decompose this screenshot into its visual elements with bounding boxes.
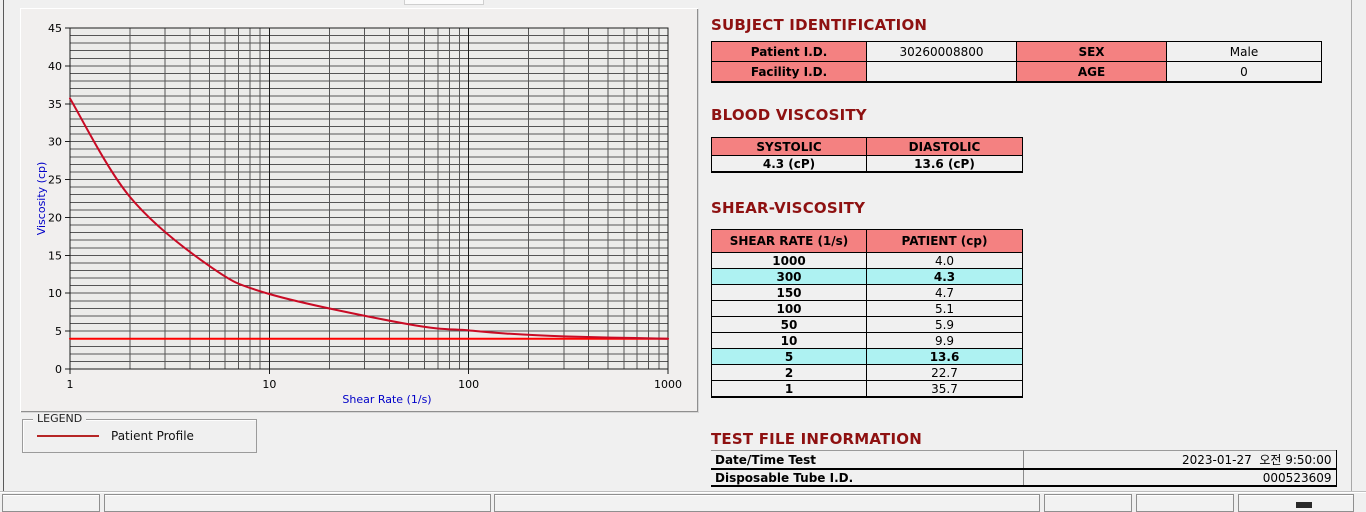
svg-text:45: 45 (48, 22, 62, 35)
patient-id-value: 30260008800 (866, 41, 1017, 62)
window-left-border (3, 0, 4, 492)
shear-rate-cell: 2 (711, 364, 867, 381)
shear-row: 5 13.6 (711, 348, 1023, 365)
disposable-tube-id-label: Disposable Tube I.D. (711, 469, 1024, 487)
shear-rate-cell: 300 (711, 268, 867, 285)
disposable-tube-id-value: 000523609 (1023, 469, 1337, 487)
patient-cp-cell: 35.7 (866, 380, 1023, 398)
patient-cp-cell: 4.3 (866, 268, 1023, 285)
shear-rate-cell: 1000 (711, 252, 867, 269)
svg-text:35: 35 (48, 98, 62, 111)
shear-viscosity-table: SHEAR RATE (1/s) PATIENT (cp) 1000 4.0 300… (711, 229, 1023, 398)
shear-rate-cell: 10 (711, 332, 867, 349)
patient-profile-line-swatch (37, 435, 99, 437)
table-row: Patient I.D. 30260008800 SEX Male (711, 41, 1322, 62)
table-row: 4.3 (cP) 13.6 (cP) (711, 155, 1023, 173)
subject-identification-title: SUBJECT IDENTIFICATION (711, 16, 928, 34)
svg-text:25: 25 (48, 174, 62, 187)
shear-rate-cell: 150 (711, 284, 867, 301)
svg-text:1000: 1000 (654, 378, 682, 391)
svg-text:100: 100 (458, 378, 479, 391)
date-time-test-value: 2023-01-27 오전 9:50:00 (1023, 450, 1337, 470)
table-row: Facility I.D. AGE 0 (711, 61, 1322, 83)
age-label: AGE (1016, 61, 1167, 83)
shear-row: 1000 4.0 (711, 252, 1023, 269)
patient-cp-cell: 4.7 (866, 284, 1023, 301)
cutoff-button-text-fragment (1296, 502, 1312, 508)
svg-text:10: 10 (48, 287, 62, 300)
blood-viscosity-table: SYSTOLIC DIASTOLIC 4.3 (cP) 13.6 (cP) (711, 137, 1023, 173)
shear-row: 150 4.7 (711, 284, 1023, 301)
svg-text:5: 5 (55, 325, 62, 338)
svg-text:10: 10 (262, 378, 276, 391)
patient-id-label: Patient I.D. (711, 41, 867, 62)
age-value: 0 (1166, 61, 1322, 83)
table-row: SHEAR RATE (1/s) PATIENT (cp) (711, 229, 1023, 253)
svg-text:20: 20 (48, 211, 62, 224)
svg-text:30: 30 (48, 136, 62, 149)
table-row: Disposable Tube I.D. 000523609 (711, 469, 1337, 487)
shear-row: 300 4.3 (711, 268, 1023, 285)
diastolic-value: 13.6 (cP) (866, 155, 1023, 173)
shear-row: 50 5.9 (711, 316, 1023, 333)
cutoff-button[interactable] (1136, 494, 1234, 512)
right-edge-divider (1351, 0, 1352, 492)
shear-rate-cell: 50 (711, 316, 867, 333)
cutoff-button[interactable] (2, 494, 100, 512)
svg-text:Viscosity (cp): Viscosity (cp) (35, 162, 48, 236)
systolic-header: SYSTOLIC (711, 137, 867, 156)
date-time-test-label: Date/Time Test (711, 450, 1024, 470)
shear-row: 10 9.9 (711, 332, 1023, 349)
legend-box: LEGEND Patient Profile (22, 413, 257, 453)
cutoff-panel[interactable] (104, 494, 491, 512)
shear-rate-header: SHEAR RATE (1/s) (711, 229, 867, 253)
viscosity-chart-panel: 0 5 10 15 20 25 30 35 40 45 1 10 100 1000 Shear Rate (… (20, 8, 698, 412)
shear-rate-cell: 100 (711, 300, 867, 317)
patient-cp-cell: 5.9 (866, 316, 1023, 333)
sex-value: Male (1166, 41, 1322, 62)
blood-viscosity-title: BLOOD VISCOSITY (711, 106, 867, 124)
svg-text:1: 1 (67, 378, 74, 391)
patient-cp-cell: 4.0 (866, 252, 1023, 269)
facility-id-label: Facility I.D. (711, 61, 867, 83)
svg-text:15: 15 (48, 249, 62, 262)
test-file-information-title: TEST FILE INFORMATION (711, 430, 922, 448)
facility-id-value (866, 61, 1017, 83)
systolic-value: 4.3 (cP) (711, 155, 867, 173)
shear-row: 2 22.7 (711, 364, 1023, 381)
shear-viscosity-chart: 0 5 10 15 20 25 30 35 40 45 1 10 100 1000 Shear Rate (… (35, 22, 682, 406)
patient-cp-cell: 13.6 (866, 348, 1023, 365)
shear-row: 100 5.1 (711, 300, 1023, 317)
shear-table-body: SHEAR RATE (1/s) PATIENT (cp) 1000 4.0 300… (711, 229, 1023, 398)
legend-entry-label: Patient Profile (111, 429, 194, 443)
svg-text:Shear Rate (1/s): Shear Rate (1/s) (342, 393, 431, 406)
svg-text:0: 0 (55, 363, 62, 376)
cutoff-panel[interactable] (494, 494, 1040, 512)
shear-row: 1 35.7 (711, 380, 1023, 398)
shear-rate-cell: 5 (711, 348, 867, 365)
patient-cp-cell: 9.9 (866, 332, 1023, 349)
patient-cp-header: PATIENT (cp) (866, 229, 1023, 253)
svg-text:40: 40 (48, 60, 62, 73)
table-row: SYSTOLIC DIASTOLIC (711, 137, 1023, 156)
top-edge-fragment (404, 0, 484, 5)
patient-cp-cell: 5.1 (866, 300, 1023, 317)
legend-title: LEGEND (33, 413, 87, 425)
test-file-information-table: Date/Time Test 2023-01-27 오전 9:50:00 Dis… (711, 450, 1337, 487)
shear-viscosity-title: SHEAR-VISCOSITY (711, 199, 866, 217)
cutoff-button[interactable] (1044, 494, 1132, 512)
shear-rate-cell: 1 (711, 380, 867, 398)
legend-entry: Patient Profile (23, 420, 256, 452)
diastolic-header: DIASTOLIC (866, 137, 1023, 156)
table-row: Date/Time Test 2023-01-27 오전 9:50:00 (711, 450, 1337, 470)
bottom-separator (0, 491, 1366, 493)
sex-label: SEX (1016, 41, 1167, 62)
subject-identification-table: Patient I.D. 30260008800 SEX Male Facili… (711, 41, 1322, 83)
patient-cp-cell: 22.7 (866, 364, 1023, 381)
